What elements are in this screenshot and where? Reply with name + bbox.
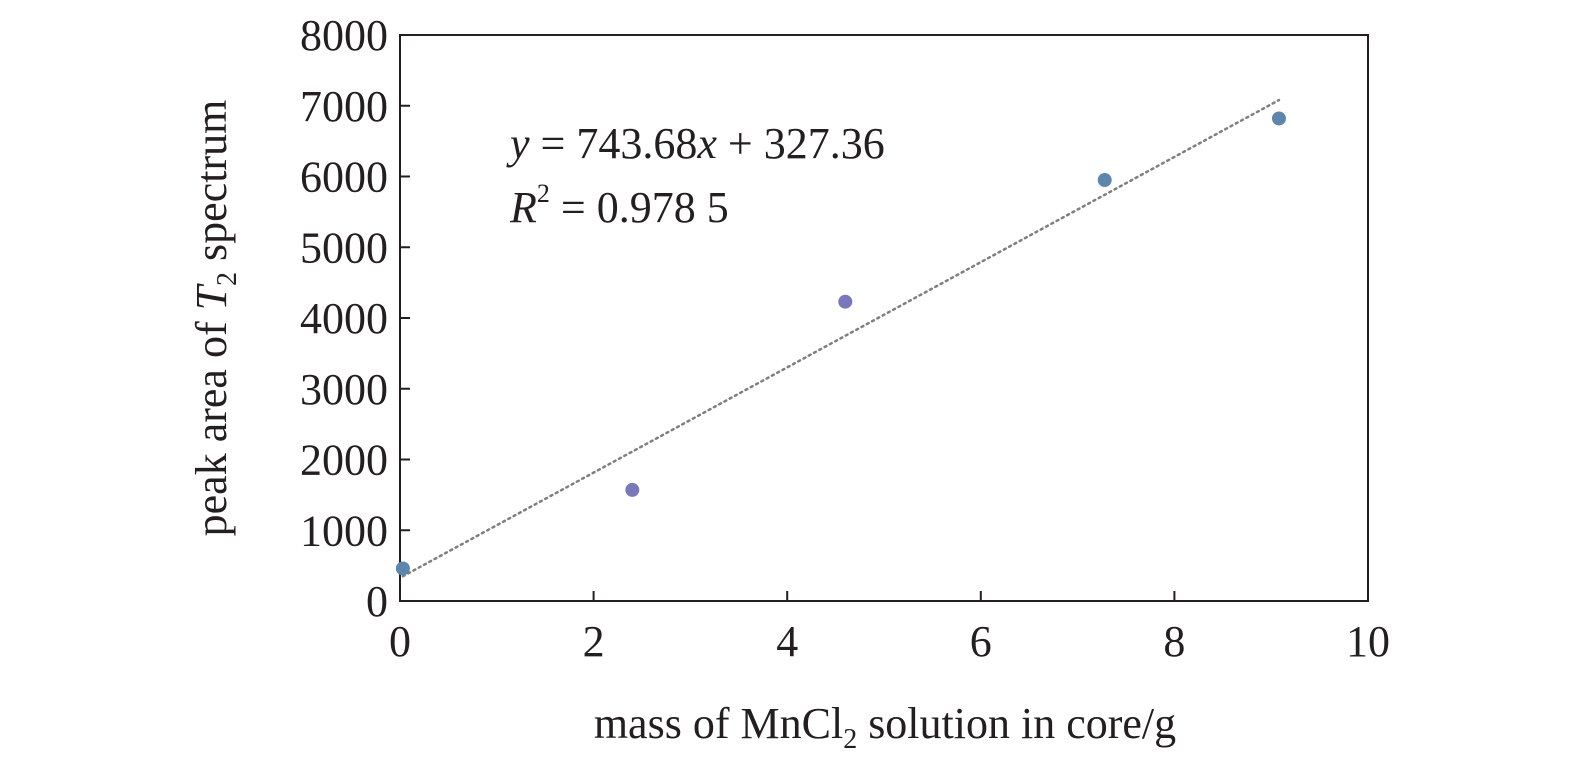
- y-tick-label: 5000: [300, 223, 388, 272]
- x-tick-label: 2: [583, 617, 605, 666]
- r-squared-label: R2 = 0.978 5: [509, 179, 729, 232]
- trendline-equation: y = 743.68x + 327.36: [506, 119, 885, 168]
- y-tick-label: 0: [366, 577, 388, 626]
- x-tick-label: 0: [389, 617, 411, 666]
- trendline-group: [401, 98, 1281, 578]
- y-tick-label: 7000: [300, 82, 388, 131]
- y-axis-title: peak area of T2 spectrum: [187, 100, 243, 537]
- x-tick-label: 4: [776, 617, 798, 666]
- trendline: [401, 98, 1281, 578]
- axis-ticks: 0 2 4 6 8 10 0 1000 2000 3000 4000 5000 6000 7000 8000: [300, 11, 1390, 666]
- data-point: [1271, 111, 1286, 126]
- x-tick-label: 8: [1163, 617, 1185, 666]
- data-point: [395, 561, 410, 576]
- y-tick-label: 2000: [300, 436, 388, 485]
- data-point: [1097, 173, 1112, 188]
- y-tick-label: 3000: [300, 365, 388, 414]
- x-axis-title: mass of MnCl2 solution in core/g: [594, 699, 1176, 755]
- data-point: [625, 482, 640, 497]
- data-point: [838, 294, 853, 309]
- y-tick-label: 6000: [300, 153, 388, 202]
- x-tick-label: 6: [970, 617, 992, 666]
- x-tick-label: 10: [1346, 617, 1390, 666]
- data-points: [395, 111, 1286, 576]
- y-tick-label: 1000: [300, 506, 388, 555]
- y-tick-label: 8000: [300, 11, 388, 60]
- y-tick-label: 4000: [300, 294, 388, 343]
